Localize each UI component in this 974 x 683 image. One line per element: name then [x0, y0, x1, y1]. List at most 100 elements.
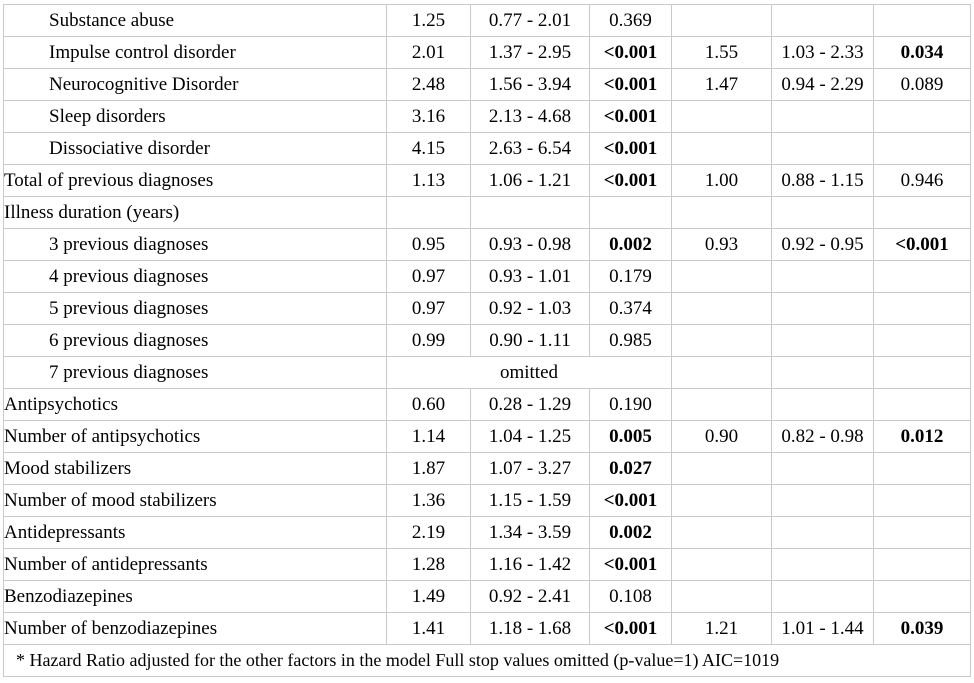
uni-ci-cell: 1.18 - 1.68 [470, 612, 590, 645]
uni-ci-cell: 2.13 - 4.68 [470, 100, 590, 133]
multi-ci-cell [771, 132, 874, 165]
uni-ci-cell: 1.04 - 1.25 [470, 420, 590, 453]
uni-hr-cell: 3.16 [386, 100, 471, 133]
table-row: 6 previous diagnoses 0.99 0.90 - 1.11 0.985 [3, 324, 971, 357]
row-label: Antipsychotics [3, 388, 387, 421]
multi-ci-cell: 1.03 - 2.33 [771, 36, 874, 69]
multi-p-cell [873, 324, 971, 357]
uni-p-cell: 0.179 [589, 260, 672, 293]
uni-p-cell: <0.001 [589, 484, 672, 517]
table-row: Mood stabilizers 1.87 1.07 - 3.27 0.027 [3, 452, 971, 485]
multi-ci-cell [771, 324, 874, 357]
multi-hr-cell: 1.47 [671, 68, 772, 101]
multi-ci-cell [771, 4, 874, 37]
uni-ci-cell: 2.63 - 6.54 [470, 132, 590, 165]
uni-p-cell: 0.002 [589, 516, 672, 549]
multi-p-cell [873, 516, 971, 549]
multi-ci-cell [771, 260, 874, 293]
table-row: Sleep disorders 3.16 2.13 - 4.68 <0.001 [3, 100, 971, 133]
row-label: 5 previous diagnoses [3, 292, 387, 325]
multi-hr-cell [671, 4, 772, 37]
table-row: Antipsychotics 0.60 0.28 - 1.29 0.190 [3, 388, 971, 421]
table-row: Number of antipsychotics 1.14 1.04 - 1.25 0… [3, 420, 971, 453]
row-label: Dissociative disorder [3, 132, 387, 165]
multi-p-cell [873, 292, 971, 325]
table-row: Antidepressants 2.19 1.34 - 3.59 0.002 [3, 516, 971, 549]
multi-p-cell: 0.012 [873, 420, 971, 453]
multi-ci-cell [771, 484, 874, 517]
multi-hr-cell [671, 452, 772, 485]
row-label: Number of antipsychotics [3, 420, 387, 453]
uni-hr-cell: 1.49 [386, 580, 471, 613]
multi-p-cell [873, 196, 971, 229]
row-label: Antidepressants [3, 516, 387, 549]
row-label: Number of benzodiazepines [3, 612, 387, 645]
uni-hr-cell [386, 196, 471, 229]
row-label: Impulse control disorder [3, 36, 387, 69]
uni-hr-cell: 2.48 [386, 68, 471, 101]
uni-hr-cell: 1.41 [386, 612, 471, 645]
multi-p-cell [873, 356, 971, 389]
uni-hr-cell: 2.01 [386, 36, 471, 69]
uni-hr-cell: 2.19 [386, 516, 471, 549]
uni-ci-cell: 0.93 - 1.01 [470, 260, 590, 293]
uni-p-cell: <0.001 [589, 100, 672, 133]
table-row: 7 previous diagnoses omitted [3, 356, 971, 389]
multi-p-cell [873, 4, 971, 37]
omitted-cell: omitted [386, 356, 672, 389]
uni-hr-cell: 1.87 [386, 452, 471, 485]
uni-hr-cell: 0.97 [386, 292, 471, 325]
multi-hr-cell [671, 100, 772, 133]
uni-hr-cell: 1.25 [386, 4, 471, 37]
row-label: 6 previous diagnoses [3, 324, 387, 357]
multi-ci-cell: 0.82 - 0.98 [771, 420, 874, 453]
multi-p-cell [873, 388, 971, 421]
multi-ci-cell: 0.88 - 1.15 [771, 164, 874, 197]
uni-ci-cell: 1.37 - 2.95 [470, 36, 590, 69]
uni-p-cell: 0.190 [589, 388, 672, 421]
table-row: 5 previous diagnoses 0.97 0.92 - 1.03 0.374 [3, 292, 971, 325]
uni-hr-cell: 4.15 [386, 132, 471, 165]
uni-ci-cell: 0.93 - 0.98 [470, 228, 590, 261]
table-row: Substance abuse 1.25 0.77 - 2.01 0.369 [3, 4, 971, 37]
row-label: Illness duration (years) [3, 196, 387, 229]
uni-hr-cell: 1.14 [386, 420, 471, 453]
multi-ci-cell [771, 356, 874, 389]
multi-p-cell: 0.039 [873, 612, 971, 645]
multi-ci-cell [771, 292, 874, 325]
multi-ci-cell [771, 388, 874, 421]
multi-hr-cell [671, 516, 772, 549]
row-label: 4 previous diagnoses [3, 260, 387, 293]
uni-p-cell: <0.001 [589, 68, 672, 101]
multi-ci-cell [771, 516, 874, 549]
multi-hr-cell [671, 548, 772, 581]
uni-hr-cell: 1.13 [386, 164, 471, 197]
hazard-ratio-table: Substance abuse 1.25 0.77 - 2.01 0.369 Impul… [3, 4, 971, 677]
uni-ci-cell: 0.92 - 2.41 [470, 580, 590, 613]
uni-ci-cell: 1.56 - 3.94 [470, 68, 590, 101]
uni-p-cell: <0.001 [589, 612, 672, 645]
multi-hr-cell: 1.00 [671, 164, 772, 197]
multi-p-cell: <0.001 [873, 228, 971, 261]
table-row: Illness duration (years) [3, 196, 971, 229]
uni-ci-cell: 0.77 - 2.01 [470, 4, 590, 37]
uni-hr-cell: 1.36 [386, 484, 471, 517]
multi-hr-cell [671, 388, 772, 421]
uni-hr-cell: 0.99 [386, 324, 471, 357]
table-row: Number of benzodiazepines 1.41 1.18 - 1.68… [3, 612, 971, 645]
multi-p-cell [873, 100, 971, 133]
multi-ci-cell [771, 580, 874, 613]
multi-p-cell [873, 484, 971, 517]
uni-ci-cell [470, 196, 590, 229]
multi-ci-cell: 0.92 - 0.95 [771, 228, 874, 261]
uni-ci-cell: 0.28 - 1.29 [470, 388, 590, 421]
table-row: 3 previous diagnoses 0.95 0.93 - 0.98 0.002… [3, 228, 971, 261]
uni-ci-cell: 1.06 - 1.21 [470, 164, 590, 197]
multi-ci-cell [771, 100, 874, 133]
row-label: Substance abuse [3, 4, 387, 37]
multi-hr-cell [671, 292, 772, 325]
row-label: Number of mood stabilizers [3, 484, 387, 517]
multi-hr-cell [671, 580, 772, 613]
uni-p-cell: 0.369 [589, 4, 672, 37]
table-row: Dissociative disorder 4.15 2.63 - 6.54 <0.0… [3, 132, 971, 165]
